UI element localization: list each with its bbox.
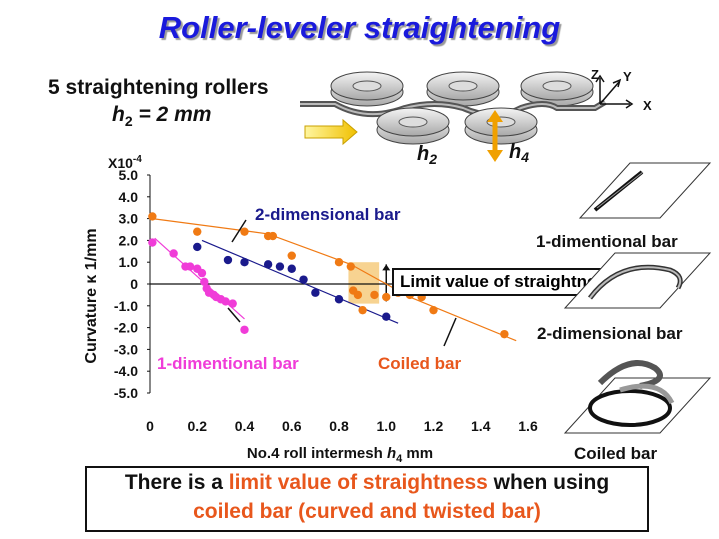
two-dimensional-point	[223, 255, 233, 265]
x-tick-label: 0.6	[282, 418, 302, 434]
coiled-annotation: Coiled bar	[378, 354, 462, 373]
y-tick-label: -2.0	[114, 320, 138, 336]
y-tick-label: -5.0	[114, 385, 138, 401]
coiled-point	[193, 227, 202, 236]
conclusion-box: There is a limit value of straightness w…	[85, 466, 649, 532]
annotation-arrow	[227, 307, 241, 323]
coiled-point	[346, 262, 356, 271]
page-title: Roller-leveler straightening	[158, 10, 561, 45]
two-dimensional-point	[287, 264, 296, 273]
two-dimensional-point	[275, 262, 285, 271]
x-axis-label: No.4 roll intermesh h4 mm	[247, 445, 433, 465]
bar-illustrations	[563, 162, 712, 434]
coiled-point	[287, 251, 296, 260]
coiled-point	[382, 292, 391, 302]
y-tick-label: 1.0	[119, 254, 139, 270]
roller-leveler-diagram: h2 h4 Z Y X	[300, 67, 652, 164]
y-tick-label: -3.0	[114, 341, 138, 357]
conclusion-line-2: coiled bar (curved and twisted bar)	[193, 500, 541, 523]
one-dimensional-point	[221, 297, 230, 306]
one-dimensional-point	[240, 325, 249, 334]
x-tick-label: 0.2	[188, 418, 208, 434]
coiled-bar-label: Coiled bar	[574, 444, 658, 463]
one-dimensional-point	[200, 277, 209, 287]
y-tick-label: 3.0	[119, 211, 139, 227]
two-dimensional-annotation: 2-dimensional bar	[255, 205, 401, 224]
two-dimensional-point	[299, 275, 308, 284]
y-tick-label: -1.0	[114, 298, 138, 314]
coiled-point	[358, 305, 367, 315]
coiled-point	[240, 227, 249, 236]
z-axis-label: Z	[591, 67, 599, 82]
two-dimensional-bar-illustration	[563, 252, 712, 309]
top-roller	[330, 71, 404, 107]
limit-arrow-head	[382, 264, 391, 271]
x-tick-label: 1.6	[518, 418, 538, 434]
coiled-point	[500, 329, 509, 339]
bottom-roller	[376, 107, 450, 145]
y-tick-label: 5.0	[119, 167, 139, 183]
x-tick-label: 0.4	[235, 418, 255, 434]
setup-description: 5 straightening rollers h2 = 2 mm	[48, 74, 269, 135]
x-tick-label: 1.2	[424, 418, 444, 434]
one-dimensional-bar-illustration	[578, 162, 712, 219]
y-tick-label: 2.0	[119, 232, 139, 248]
one-dimensional-bar-label: 1-dimentional bar	[536, 232, 678, 251]
y-axis-label: Curvature κ 1/mm	[83, 228, 100, 363]
coiled-point	[268, 231, 278, 241]
roller-count-text: 5 straightening rollers	[48, 76, 269, 99]
conclusion-line-1: There is a limit value of straightness w…	[124, 471, 610, 494]
annotation-arrow	[443, 317, 457, 347]
y-tick-label: -4.0	[114, 363, 138, 379]
x-axis-label: X	[643, 98, 652, 113]
x-tick-label: 1.4	[471, 418, 491, 434]
top-roller	[520, 71, 594, 107]
y-axis-label: Y	[623, 69, 632, 84]
two-dimensional-point	[334, 295, 344, 304]
one-dimensional-point	[148, 238, 157, 247]
two-dimensional-point	[311, 288, 320, 297]
coiled-point	[370, 290, 379, 300]
axis-triad-icon	[595, 74, 634, 109]
h4-double-arrow	[487, 110, 503, 162]
two-dimensional-bar-label: 2-dimensional bar	[537, 324, 683, 343]
h4-label: h4	[509, 141, 529, 164]
x-tick-label: 1.0	[377, 418, 397, 434]
coiled-point	[334, 258, 344, 267]
two-dimensional-point	[263, 260, 273, 269]
coiled-point	[353, 290, 363, 300]
feed-direction-arrow	[304, 118, 358, 146]
one-dimensional-point	[228, 299, 237, 308]
top-roller	[426, 71, 500, 107]
y-tick-label: 0	[130, 276, 138, 292]
annotation-arrow	[231, 219, 247, 243]
coiled-point	[429, 305, 438, 315]
one-dimensional-annotation: 1-dimentional bar	[157, 354, 299, 373]
two-dimensional-point	[382, 312, 391, 321]
h2-label: h2	[417, 143, 437, 164]
one-dimensional-point	[169, 249, 178, 258]
two-dimensional-point	[193, 242, 202, 252]
y-tick-label: 4.0	[119, 189, 139, 205]
one-dimensional-point	[185, 262, 195, 271]
h2-value-text: h2 = 2 mm	[112, 103, 212, 130]
coiled-point	[148, 212, 157, 221]
two-dimensional-point	[240, 258, 249, 267]
x-tick-label: 0	[146, 418, 154, 434]
x-tick-label: 0.8	[329, 418, 349, 434]
coiled-bar-illustration	[563, 360, 712, 434]
one-dimensional-point	[197, 268, 207, 278]
